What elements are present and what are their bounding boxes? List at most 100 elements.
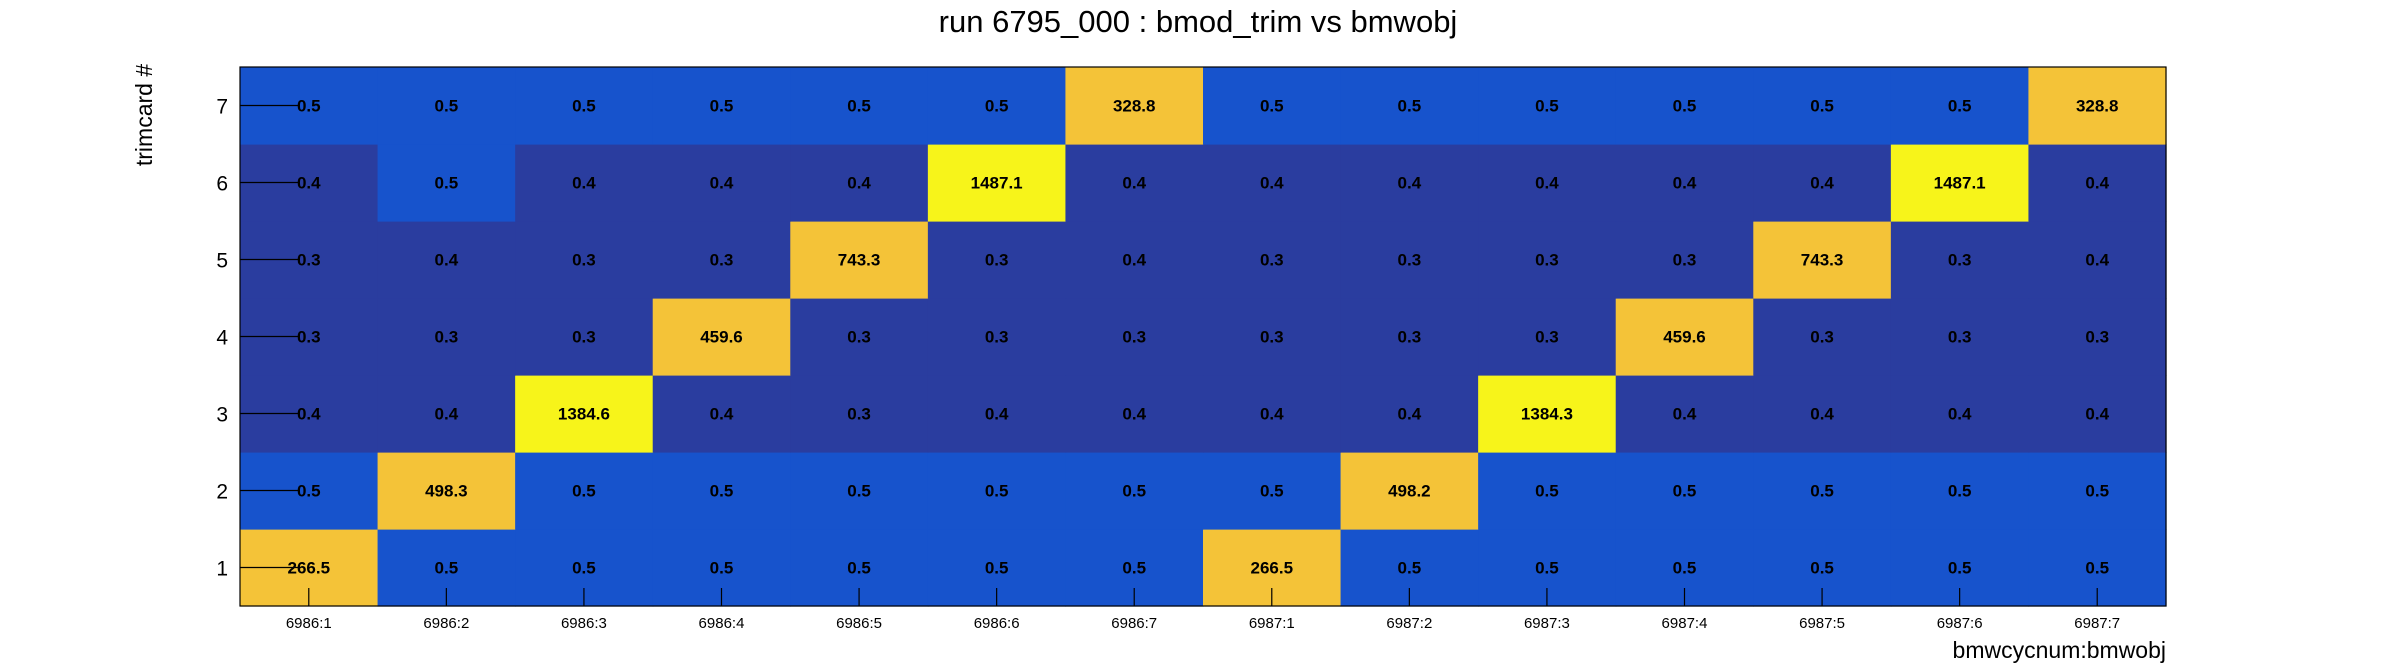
cell-value-label: 0.4 (435, 405, 459, 424)
cell-value-label: 0.5 (1810, 482, 1834, 501)
heatmap-cell (377, 221, 516, 299)
heatmap-cell (790, 298, 929, 376)
heatmap-cell (790, 221, 929, 299)
x-tick-label: 6987:7 (2074, 615, 2120, 632)
cell-value-label: 1487.1 (971, 174, 1023, 193)
heatmap-cell (1065, 298, 1204, 376)
x-tick-label: 6987:2 (1386, 615, 1432, 632)
heatmap-cell (515, 221, 654, 299)
cell-value-label: 0.4 (1260, 405, 1284, 424)
cell-value-label: 0.4 (1260, 174, 1284, 193)
heatmap-cell (1478, 221, 1617, 299)
cell-value-label: 0.3 (297, 251, 321, 270)
heatmap-cell (790, 375, 929, 453)
cell-value-label: 0.5 (572, 559, 596, 578)
heatmap-cell (1753, 375, 1892, 453)
cell-value-label: 0.5 (1398, 559, 1422, 578)
chart-title: run 6795_000 : bmod_trim vs bmwobj (939, 4, 1458, 39)
cell-value-label: 0.5 (710, 97, 734, 116)
heatmap-cell (1203, 452, 1342, 530)
heatmap-cell (1890, 221, 2030, 299)
heatmap-cell (927, 67, 1067, 145)
y-tick-label: 5 (216, 250, 228, 273)
y-tick-label: 2 (216, 481, 228, 504)
cell-value-label: 743.3 (1801, 251, 1844, 270)
cell-value-label: 0.4 (1948, 405, 1972, 424)
heatmap-cell (1065, 452, 1204, 530)
heatmap-cell (1340, 375, 1479, 453)
cell-value-label: 0.4 (297, 405, 321, 424)
cell-value-label: 0.5 (1535, 559, 1559, 578)
heatmap-cell (515, 67, 654, 145)
heatmap-cell (1203, 375, 1342, 453)
cell-value-label: 0.4 (1810, 174, 1834, 193)
cell-value-label: 0.4 (1535, 174, 1559, 193)
cell-value-label: 0.5 (435, 174, 459, 193)
cell-value-label: 0.4 (1122, 174, 1146, 193)
y-tick-label: 1 (216, 558, 228, 581)
cell-value-label: 0.5 (1810, 97, 1834, 116)
heatmap-cell (1203, 221, 1342, 299)
heatmap-cell (1890, 144, 2030, 222)
heatmap-cell (1890, 67, 2030, 145)
heatmap-cell (1890, 375, 2030, 453)
heatmap-cell (1203, 298, 1342, 376)
heatmap-cell (1615, 298, 1754, 376)
heatmap-cell (790, 67, 929, 145)
cell-value-label: 0.5 (1673, 559, 1697, 578)
heatmap-cell (1478, 67, 1617, 145)
cell-value-label: 0.5 (1673, 482, 1697, 501)
x-tick-label: 6986:6 (974, 615, 1020, 632)
heatmap-cell (515, 375, 654, 453)
cell-value-label: 0.5 (572, 482, 596, 501)
cell-value-label: 743.3 (838, 251, 881, 270)
cell-value-label: 0.3 (847, 405, 871, 424)
cell-value-label: 1384.3 (1521, 405, 1573, 424)
heatmap-cell (1065, 375, 1204, 453)
heatmap-cell (652, 452, 791, 530)
cell-value-label: 0.5 (1948, 559, 1972, 578)
cell-value-label: 1384.6 (558, 405, 610, 424)
cell-value-label: 0.3 (435, 328, 459, 347)
heatmap-cell (377, 144, 516, 222)
heatmap-cell (1340, 298, 1479, 376)
cell-value-label: 0.4 (2085, 174, 2109, 193)
heatmap-cell (1615, 67, 1754, 145)
cell-value-label: 0.3 (1260, 251, 1284, 270)
cell-value-label: 0.5 (435, 559, 459, 578)
cell-value-label: 0.3 (985, 251, 1009, 270)
cell-value-label: 0.4 (1398, 405, 1422, 424)
cell-value-label: 0.4 (1810, 405, 1834, 424)
cell-value-label: 0.5 (985, 482, 1009, 501)
heatmap-cell (652, 144, 791, 222)
cell-value-label: 0.3 (710, 251, 734, 270)
cell-value-label: 0.3 (572, 328, 596, 347)
cell-value-label: 0.4 (2085, 251, 2109, 270)
cell-value-label: 0.4 (847, 174, 871, 193)
y-tick-label: 4 (216, 327, 228, 350)
cell-value-label: 0.4 (710, 405, 734, 424)
cell-value-label: 459.6 (700, 328, 743, 347)
x-tick-label: 6987:3 (1524, 615, 1570, 632)
cell-value-label: 0.5 (1535, 97, 1559, 116)
cell-value-label: 0.5 (847, 482, 871, 501)
heatmap-cell (927, 298, 1067, 376)
heatmap-cell-labels: 266.5 0.5 0.5 0.5 0.5 0.5 0.5 266.5 0.5 0.5 0.5 0.5… (288, 97, 2119, 578)
cell-value-label: 0.5 (2085, 559, 2109, 578)
cell-value-label: 0.3 (1260, 328, 1284, 347)
heatmap-cell (1340, 67, 1479, 145)
cell-value-label: 328.8 (2076, 97, 2119, 116)
cell-value-label: 0.3 (1398, 328, 1422, 347)
heatmap-cell (1753, 221, 1892, 299)
cell-value-label: 0.3 (847, 328, 871, 347)
y-tick-label: 6 (216, 173, 228, 196)
cell-value-label: 0.5 (847, 97, 871, 116)
heatmap-cell (2028, 298, 2167, 376)
heatmap-cell (515, 298, 654, 376)
cell-value-label: 0.5 (1948, 482, 1972, 501)
y-axis-title: trimcard # (131, 64, 157, 166)
cell-value-label: 0.3 (985, 328, 1009, 347)
heatmap-cell (1615, 375, 1754, 453)
heatmap-cell (1615, 144, 1754, 222)
y-tick-label: 3 (216, 404, 228, 427)
